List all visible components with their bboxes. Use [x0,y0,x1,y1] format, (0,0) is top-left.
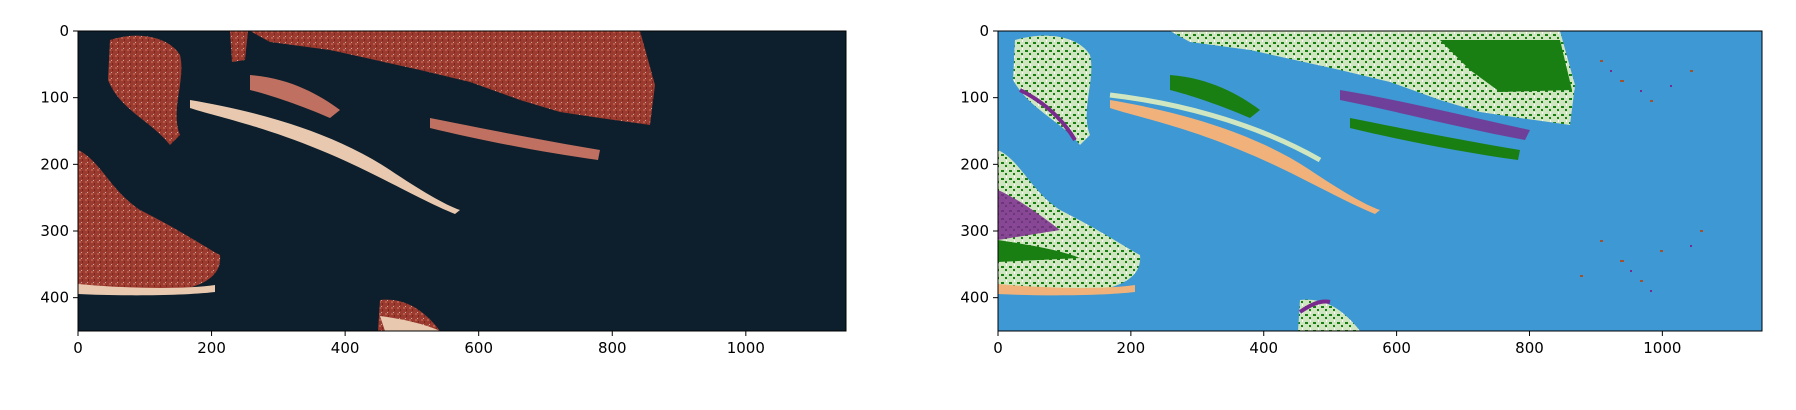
y-tick-label: 400 [960,289,989,307]
left-axes-frame [77,30,847,332]
land-cover-classification-image [998,31,1762,331]
right-axes-frame [997,30,1763,332]
x-tick-label: 200 [197,339,226,357]
satellite-rgb-image [78,31,846,331]
y-tick-label: 300 [40,222,69,240]
y-tick-label: 200 [960,155,989,173]
x-tick-label: 1000 [1643,339,1681,357]
y-tick-label: 200 [40,155,69,173]
y-tick-label: 100 [40,89,69,107]
y-tick-label: 0 [979,22,989,40]
x-tick-label: 800 [1515,339,1544,357]
x-tick-label: 600 [464,339,493,357]
y-tick-label: 0 [59,22,69,40]
x-tick-label: 400 [1249,339,1278,357]
y-tick-label: 400 [40,289,69,307]
y-tick-label: 100 [960,89,989,107]
y-tick-label: 300 [960,222,989,240]
x-tick-label: 800 [598,339,627,357]
x-tick-label: 0 [993,339,1003,357]
x-tick-label: 200 [1117,339,1146,357]
x-tick-label: 600 [1382,339,1411,357]
x-tick-label: 1000 [727,339,765,357]
x-tick-label: 400 [331,339,360,357]
x-tick-label: 0 [73,339,83,357]
